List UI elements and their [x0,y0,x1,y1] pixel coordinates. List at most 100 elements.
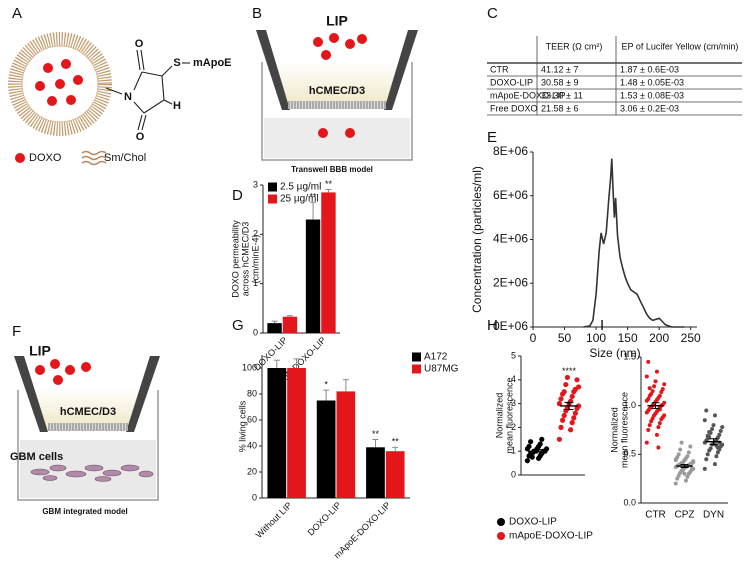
data-point [662,413,667,418]
ligand-label: mApoE [193,57,232,69]
bar [385,451,405,498]
table-header: EP of Lucifer Yellow (cm/min) [622,41,739,51]
data-point [686,450,691,455]
data-point [685,454,690,459]
legend-swatch [268,194,277,204]
caption: GBM integrated model [42,507,127,516]
well-medium [264,118,410,158]
y-axis-label: Normalized [609,407,619,453]
significance: * [324,379,328,389]
data-point [702,418,707,423]
data-point [537,441,543,447]
y-tick-label: 2 [511,422,516,432]
atom-label: N [124,91,132,103]
data-point [656,425,661,430]
table-cell: 41.12 ± 7 [541,64,578,74]
data-point [556,436,563,442]
drug-dots [313,33,367,138]
data-point [526,443,532,450]
data-point [646,359,651,364]
y-tick-label: 60 [247,414,257,424]
legend-swatch [497,518,505,526]
x-tick-label: Without LIP [254,500,294,540]
y-tick-label: 1.5 [623,351,636,361]
data-point [704,408,709,413]
y-axis-label: mean fluorescence [504,377,514,453]
cell-layer [288,101,386,109]
data-point [556,401,563,407]
significance: ** [392,437,400,447]
y-tick-label: 0 [253,327,258,337]
data-point [712,413,717,418]
data-point [654,432,659,437]
data-point [688,444,693,449]
data-point [689,465,694,470]
y-tick-label: 0.0 [623,497,636,507]
y-tick-label: 8E+06 [493,144,528,158]
data-point [715,445,720,450]
y-axis-label: Normalized [494,393,504,439]
panel-label: D [232,187,243,204]
data-point [646,428,651,432]
y-tick-label: 1 [253,278,258,288]
y-tick-label: 1 [511,446,516,456]
data-point [563,381,569,388]
data-point [647,423,652,428]
data-point [707,429,712,434]
panel-label: I [600,317,604,334]
table-cell: 30.58 ± 9 [541,77,578,87]
x-axis-label: Size (nm) [589,346,640,360]
data-point [682,471,687,476]
significance: ** [310,192,318,202]
data-point [676,452,681,457]
insert-wall [384,30,418,110]
legend-label: 25 µg/ml [280,194,319,205]
data-point [708,446,713,451]
data-point [673,481,678,486]
legend-label: Sm/Chol [104,152,146,164]
chart: E 0E+06 2E+06 4E+06 6E+06 8E+06 Concentration … [470,129,701,360]
data-point [576,384,582,390]
legend-label: DOXO-LIP [509,517,557,528]
table-cell: 33.30 ± 11 [541,90,583,100]
drug-dots [35,359,91,385]
data-point [657,393,662,398]
data-point [712,462,717,467]
data-point [720,442,725,447]
data-point [683,478,688,483]
well [17,390,159,501]
data-point [653,379,658,384]
y-axis-label: across hCMEC/D3 [240,222,250,297]
table-cell: DOXO-LIP [490,77,533,87]
y-tick-label: 4 [511,374,516,384]
bar [336,391,356,498]
atom-label: S [173,57,180,69]
y-tick-label: 0E+06 [493,319,528,333]
data-point [657,421,662,426]
data-point [569,393,575,400]
significance: ** [372,429,380,439]
data-point [679,440,684,445]
legend-swatch [268,182,277,192]
data-point [718,428,723,433]
y-tick-label: 3 [511,398,516,408]
data-point [576,403,582,409]
table-cell: 1.53 ± 0.08E-03 [620,90,684,100]
data-point [702,466,707,471]
x-tick-label: 200 [649,331,669,345]
insert-wall [14,356,48,432]
tumor-cells [30,464,154,482]
x-tick-label: DOXO-LIP [252,335,289,372]
insert-wall [126,356,160,432]
data-point [564,374,571,381]
atom-label: O [135,38,144,50]
data-point [654,369,659,374]
panel-label: G [232,317,244,334]
y-tick-label: 2 [253,229,258,239]
x-tick-label: CPZ [675,510,695,521]
data-point [691,460,696,465]
y-tick-label: 20 [247,466,257,476]
panel-label: C [487,5,498,22]
table-cell: 1.87 ± 0.6E-03 [620,64,679,74]
